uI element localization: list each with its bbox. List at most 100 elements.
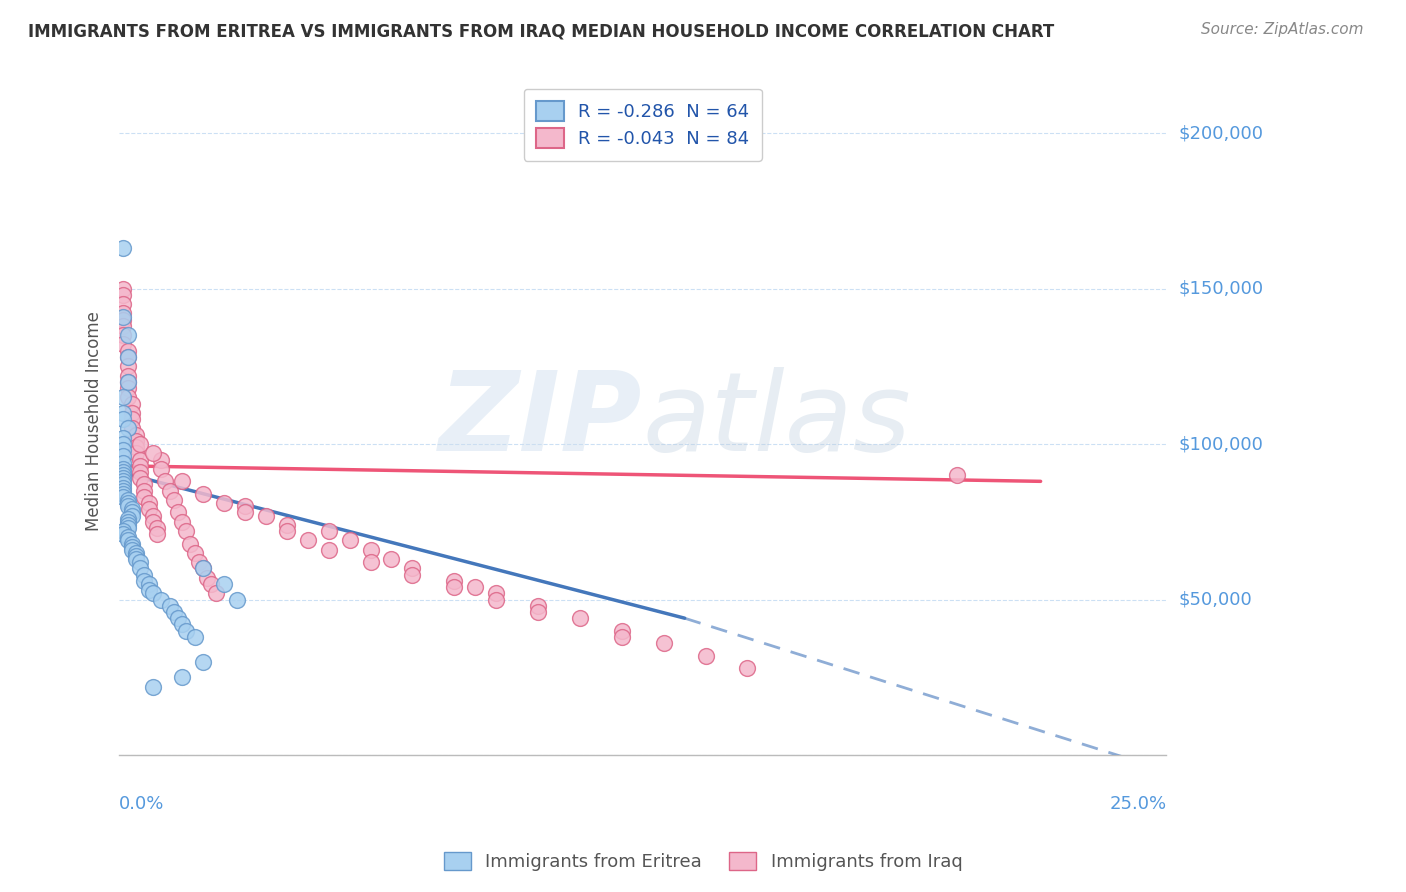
Point [112, 475, 135, 489]
Point [134, 483, 156, 498]
Point [254, 508, 277, 523]
Point [125, 434, 148, 448]
Point [129, 458, 152, 473]
Point [112, 287, 135, 301]
Point [134, 477, 156, 491]
Point [121, 540, 143, 554]
Point [129, 465, 152, 479]
Point [318, 542, 340, 557]
Point [117, 343, 139, 358]
Point [121, 406, 143, 420]
Point [117, 350, 139, 364]
Point [112, 310, 135, 324]
Point [150, 462, 173, 476]
Text: atlas: atlas [643, 368, 911, 475]
Point [112, 487, 135, 501]
Point [187, 555, 209, 569]
Point [125, 446, 148, 460]
Point [318, 524, 340, 538]
Point [112, 390, 135, 404]
Point [380, 552, 402, 566]
Point [112, 431, 135, 445]
Point [212, 496, 235, 510]
Point [117, 530, 139, 544]
Point [212, 577, 235, 591]
Point [112, 443, 135, 458]
Point [117, 421, 139, 435]
Point [138, 502, 160, 516]
Point [121, 542, 143, 557]
Point [172, 475, 194, 489]
Point [225, 592, 247, 607]
Point [112, 281, 135, 295]
Point [155, 475, 177, 489]
Text: $100,000: $100,000 [1178, 435, 1264, 453]
Point [112, 406, 135, 420]
Text: Source: ZipAtlas.com: Source: ZipAtlas.com [1201, 22, 1364, 37]
Point [138, 577, 160, 591]
Point [117, 359, 139, 374]
Point [117, 381, 139, 395]
Point [117, 368, 139, 383]
Point [112, 471, 135, 485]
Point [117, 533, 139, 548]
Point [117, 511, 139, 525]
Point [200, 577, 222, 591]
Point [443, 580, 465, 594]
Text: $50,000: $50,000 [1178, 591, 1253, 608]
Point [117, 496, 139, 510]
Point [117, 493, 139, 508]
Point [527, 605, 550, 619]
Point [142, 586, 165, 600]
Point [117, 390, 139, 404]
Point [191, 655, 214, 669]
Point [112, 412, 135, 426]
Point [112, 462, 135, 476]
Point [121, 421, 143, 435]
Point [183, 546, 205, 560]
Point [610, 630, 633, 644]
Point [360, 555, 382, 569]
Point [121, 396, 143, 410]
Point [946, 468, 969, 483]
Point [146, 521, 169, 535]
Point [121, 412, 143, 426]
Point [125, 440, 148, 454]
Text: IMMIGRANTS FROM ERITREA VS IMMIGRANTS FROM IRAQ MEDIAN HOUSEHOLD INCOME CORRELAT: IMMIGRANTS FROM ERITREA VS IMMIGRANTS FR… [28, 22, 1054, 40]
Point [129, 471, 152, 485]
Point [568, 611, 591, 625]
Point [167, 505, 190, 519]
Point [117, 350, 139, 364]
Point [112, 490, 135, 504]
Point [129, 452, 152, 467]
Point [125, 427, 148, 442]
Point [195, 571, 218, 585]
Point [191, 561, 214, 575]
Point [125, 552, 148, 566]
Point [117, 375, 139, 389]
Point [112, 465, 135, 479]
Point [695, 648, 717, 663]
Point [138, 583, 160, 598]
Point [121, 502, 143, 516]
Point [652, 636, 675, 650]
Point [297, 533, 319, 548]
Point [112, 318, 135, 333]
Point [146, 527, 169, 541]
Point [339, 533, 361, 548]
Point [117, 375, 139, 389]
Point [112, 477, 135, 491]
Point [179, 536, 201, 550]
Point [276, 517, 298, 532]
Point [191, 561, 214, 575]
Y-axis label: Median Household Income: Median Household Income [86, 310, 103, 531]
Point [172, 617, 194, 632]
Point [134, 490, 156, 504]
Point [112, 468, 135, 483]
Point [134, 567, 156, 582]
Point [142, 446, 165, 460]
Point [121, 536, 143, 550]
Text: 0.0%: 0.0% [120, 796, 165, 814]
Legend: R = -0.286  N = 64, R = -0.043  N = 84: R = -0.286 N = 64, R = -0.043 N = 84 [524, 88, 762, 161]
Point [172, 515, 194, 529]
